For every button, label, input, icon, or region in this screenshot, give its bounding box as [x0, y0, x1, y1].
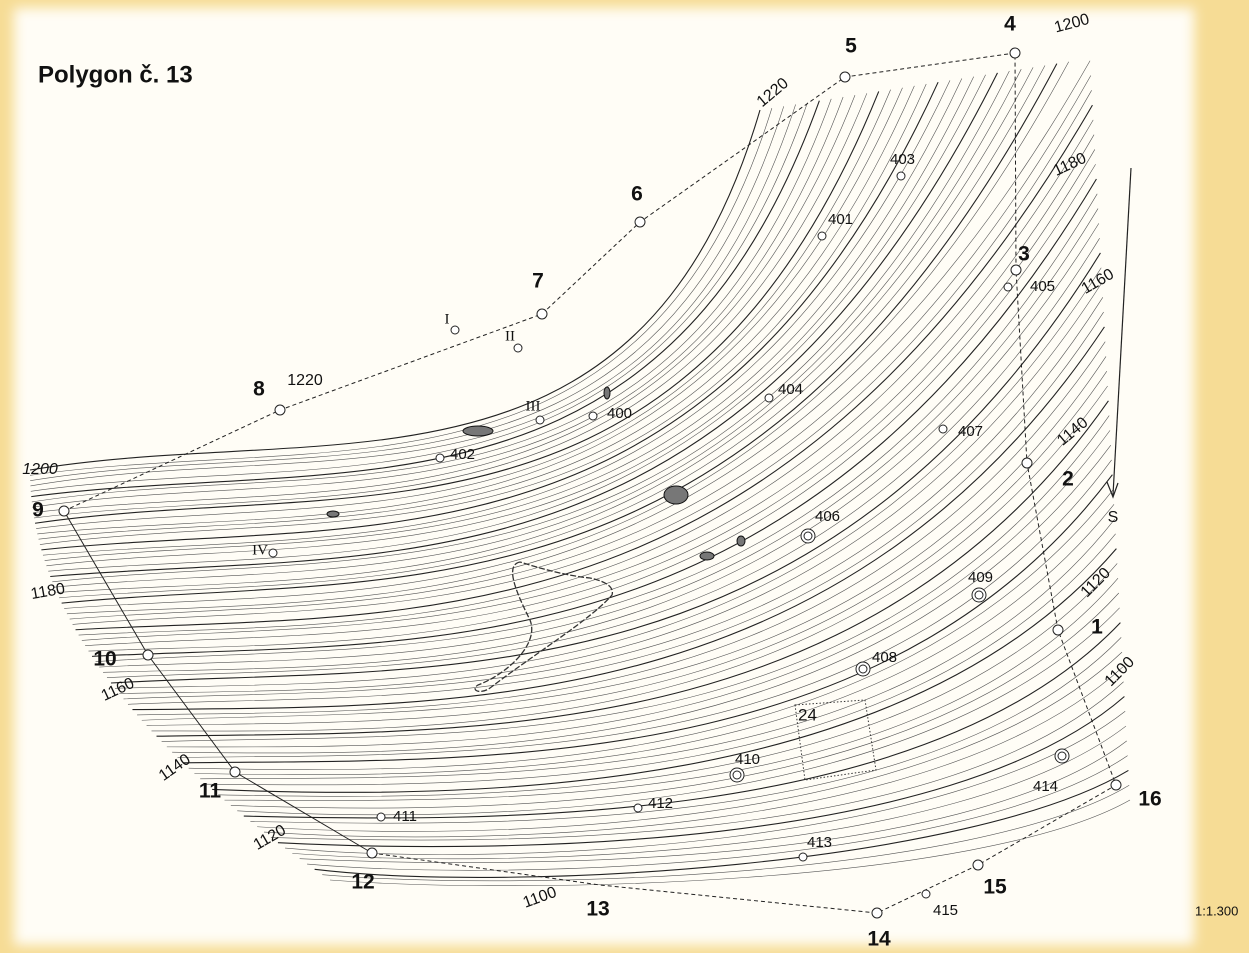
vertex-marker [1111, 780, 1121, 790]
roman-marker [451, 326, 459, 334]
point-label: 402 [450, 446, 475, 463]
vertex-label: 12 [351, 871, 374, 894]
point-marker [589, 412, 597, 420]
point-label: 409 [968, 569, 993, 586]
point-label: 404 [778, 381, 803, 398]
vertex-marker [840, 72, 850, 82]
point-marker [436, 454, 444, 462]
page: {"title": "Polygon č. 13", "vertices": [… [0, 0, 1249, 953]
vertex-label: 14 [867, 928, 891, 951]
contour-label: 1200 [22, 461, 58, 478]
vertex-marker [367, 848, 377, 858]
point-marker [765, 394, 773, 402]
vertex-marker [537, 309, 547, 319]
vertex-label: 9 [32, 499, 44, 522]
vertex-marker [973, 860, 983, 870]
point-marker [972, 588, 986, 602]
point-marker [801, 529, 815, 543]
vertex-marker [59, 506, 69, 516]
point-marker [897, 172, 905, 180]
vertex-label: 7 [532, 270, 544, 293]
point-label: 406 [815, 508, 840, 525]
roman-marker [514, 344, 522, 352]
vertex-label: 5 [845, 35, 857, 58]
plot-label: 24 [798, 705, 817, 724]
vertex-label: 8 [253, 378, 265, 401]
point-label: 415 [933, 902, 958, 919]
vertex-marker [143, 650, 153, 660]
vertex-marker [635, 217, 645, 227]
point-marker [730, 768, 744, 782]
point-marker [818, 232, 826, 240]
vertex-label: 2 [1062, 468, 1074, 491]
point-marker [634, 804, 642, 812]
point-label: 400 [607, 405, 632, 422]
vertex-label: 15 [983, 876, 1007, 899]
contour-label: 1220 [287, 372, 323, 389]
point-label: 403 [890, 151, 915, 168]
point-label: 410 [735, 751, 760, 768]
point-marker [799, 853, 807, 861]
title: Polygon č. 13 [38, 61, 193, 88]
north-label: S [1108, 509, 1119, 526]
vertex-marker [275, 405, 285, 415]
vertex-marker [872, 908, 882, 918]
scale: 1:1.300 [1195, 903, 1238, 918]
roman-marker [269, 549, 277, 557]
point-label: 414 [1033, 778, 1058, 795]
point-label: 413 [807, 834, 832, 851]
roman-label: IV [252, 542, 268, 558]
vertex-label: 16 [1138, 788, 1161, 811]
roman-label: II [505, 328, 515, 344]
point-label: 412 [648, 795, 673, 812]
point-marker [1004, 283, 1012, 291]
roman-label: III [526, 398, 541, 414]
point-label: 408 [872, 649, 897, 666]
vertex-label: 3 [1018, 243, 1030, 266]
vertex-label: 6 [631, 183, 643, 206]
point-marker [1055, 749, 1069, 763]
point-marker [856, 662, 870, 676]
vertex-label: 4 [1004, 13, 1016, 36]
point-label: 405 [1030, 278, 1055, 295]
vertex-label: 10 [93, 648, 116, 671]
vertex-label: 11 [199, 780, 222, 803]
vertex-marker [1053, 625, 1063, 635]
point-label: 411 [393, 808, 417, 825]
point-marker [377, 813, 385, 821]
vertex-marker [230, 767, 240, 777]
point-marker [939, 425, 947, 433]
point-label: 407 [958, 423, 983, 440]
vertex-marker [1011, 265, 1021, 275]
map: Polygon č. 13 S 24 1:1.300 1234567891011… [0, 0, 1249, 953]
roman-label: I [445, 311, 450, 327]
vertex-label: 1 [1091, 616, 1103, 639]
point-marker [922, 890, 930, 898]
vertex-marker [1022, 458, 1032, 468]
point-label: 401 [828, 211, 853, 228]
roman-marker [536, 416, 544, 424]
vertex-marker [1010, 48, 1020, 58]
vertex-label: 13 [586, 898, 609, 921]
